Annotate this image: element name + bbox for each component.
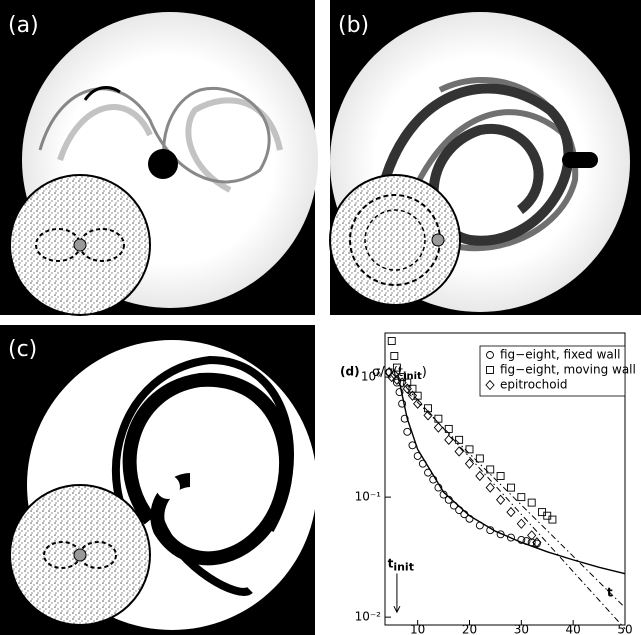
marker xyxy=(403,378,412,387)
marker xyxy=(455,435,464,444)
marker xyxy=(486,351,494,359)
marker xyxy=(507,483,515,492)
annotation: tinit xyxy=(388,556,414,574)
marker xyxy=(517,535,526,544)
marker xyxy=(397,377,407,388)
marker xyxy=(527,530,537,541)
panel-label: (a) xyxy=(8,13,39,38)
x-tick-label: 20 xyxy=(462,623,477,635)
marker xyxy=(444,424,453,433)
marker xyxy=(486,465,495,474)
y-tick-label: 10⁻¹ xyxy=(355,490,382,504)
marker xyxy=(444,434,454,446)
marker xyxy=(548,515,557,524)
panel-b: (b) xyxy=(329,0,641,315)
marker xyxy=(464,458,475,469)
x-tick-label: 30 xyxy=(514,623,529,635)
panel-label: (b) xyxy=(338,13,369,38)
marker xyxy=(495,494,506,505)
legend-label: epitrochoid xyxy=(500,378,568,392)
marker xyxy=(413,398,423,409)
marker xyxy=(387,371,397,383)
fit-line xyxy=(398,382,626,575)
marker xyxy=(408,384,417,393)
marker xyxy=(506,506,516,518)
marker xyxy=(395,388,404,397)
marker xyxy=(454,446,464,457)
marker xyxy=(475,454,484,463)
marker xyxy=(387,337,396,345)
marker xyxy=(392,374,402,385)
panel-label: (c) xyxy=(8,337,37,362)
panel-a: (a) xyxy=(0,0,318,316)
y-tick-label: 10⁻² xyxy=(355,610,382,624)
marker xyxy=(392,363,401,372)
marker xyxy=(403,427,412,436)
arrow-head xyxy=(393,605,401,614)
marker xyxy=(398,399,407,408)
marker xyxy=(527,498,536,507)
marker xyxy=(516,518,526,529)
marker xyxy=(485,482,495,493)
marker xyxy=(390,352,399,360)
marker xyxy=(384,366,394,378)
panel-c: (c) xyxy=(0,325,317,635)
y-axis-label: σ/σ(tinit) xyxy=(372,365,427,383)
y-label-part: init xyxy=(403,371,422,382)
fit-line xyxy=(406,391,626,608)
annotation-text: t xyxy=(607,585,613,599)
marker xyxy=(532,537,542,548)
panel-label: (d) xyxy=(340,365,360,379)
legend-box xyxy=(479,345,626,397)
legend-label: fig−eight, moving wall xyxy=(500,363,636,377)
marker xyxy=(475,470,485,482)
marker xyxy=(434,414,443,423)
annotation-text: t xyxy=(388,556,394,570)
x-tick-label: 40 xyxy=(566,623,581,635)
marker xyxy=(413,391,422,400)
marker xyxy=(392,378,401,387)
marker xyxy=(507,533,515,542)
marker xyxy=(433,422,443,433)
legend-label: fig−eight, fixed wall xyxy=(500,348,620,362)
y-tick-label: 10⁰ xyxy=(361,370,381,384)
marker xyxy=(486,366,494,374)
marker xyxy=(400,414,409,423)
y-label-part: σ/σ(t xyxy=(372,365,403,380)
marker xyxy=(517,493,526,502)
annotation-sub: init xyxy=(393,560,414,573)
marker xyxy=(485,379,495,391)
marker xyxy=(402,383,412,394)
marker xyxy=(465,445,474,454)
marker xyxy=(389,369,399,380)
marker xyxy=(496,472,505,480)
plot-frame xyxy=(384,332,626,626)
fit-line xyxy=(396,376,626,630)
annotation: t xyxy=(607,585,613,599)
y-label-part: ) xyxy=(422,365,427,380)
x-tick-label: 10 xyxy=(410,623,425,635)
